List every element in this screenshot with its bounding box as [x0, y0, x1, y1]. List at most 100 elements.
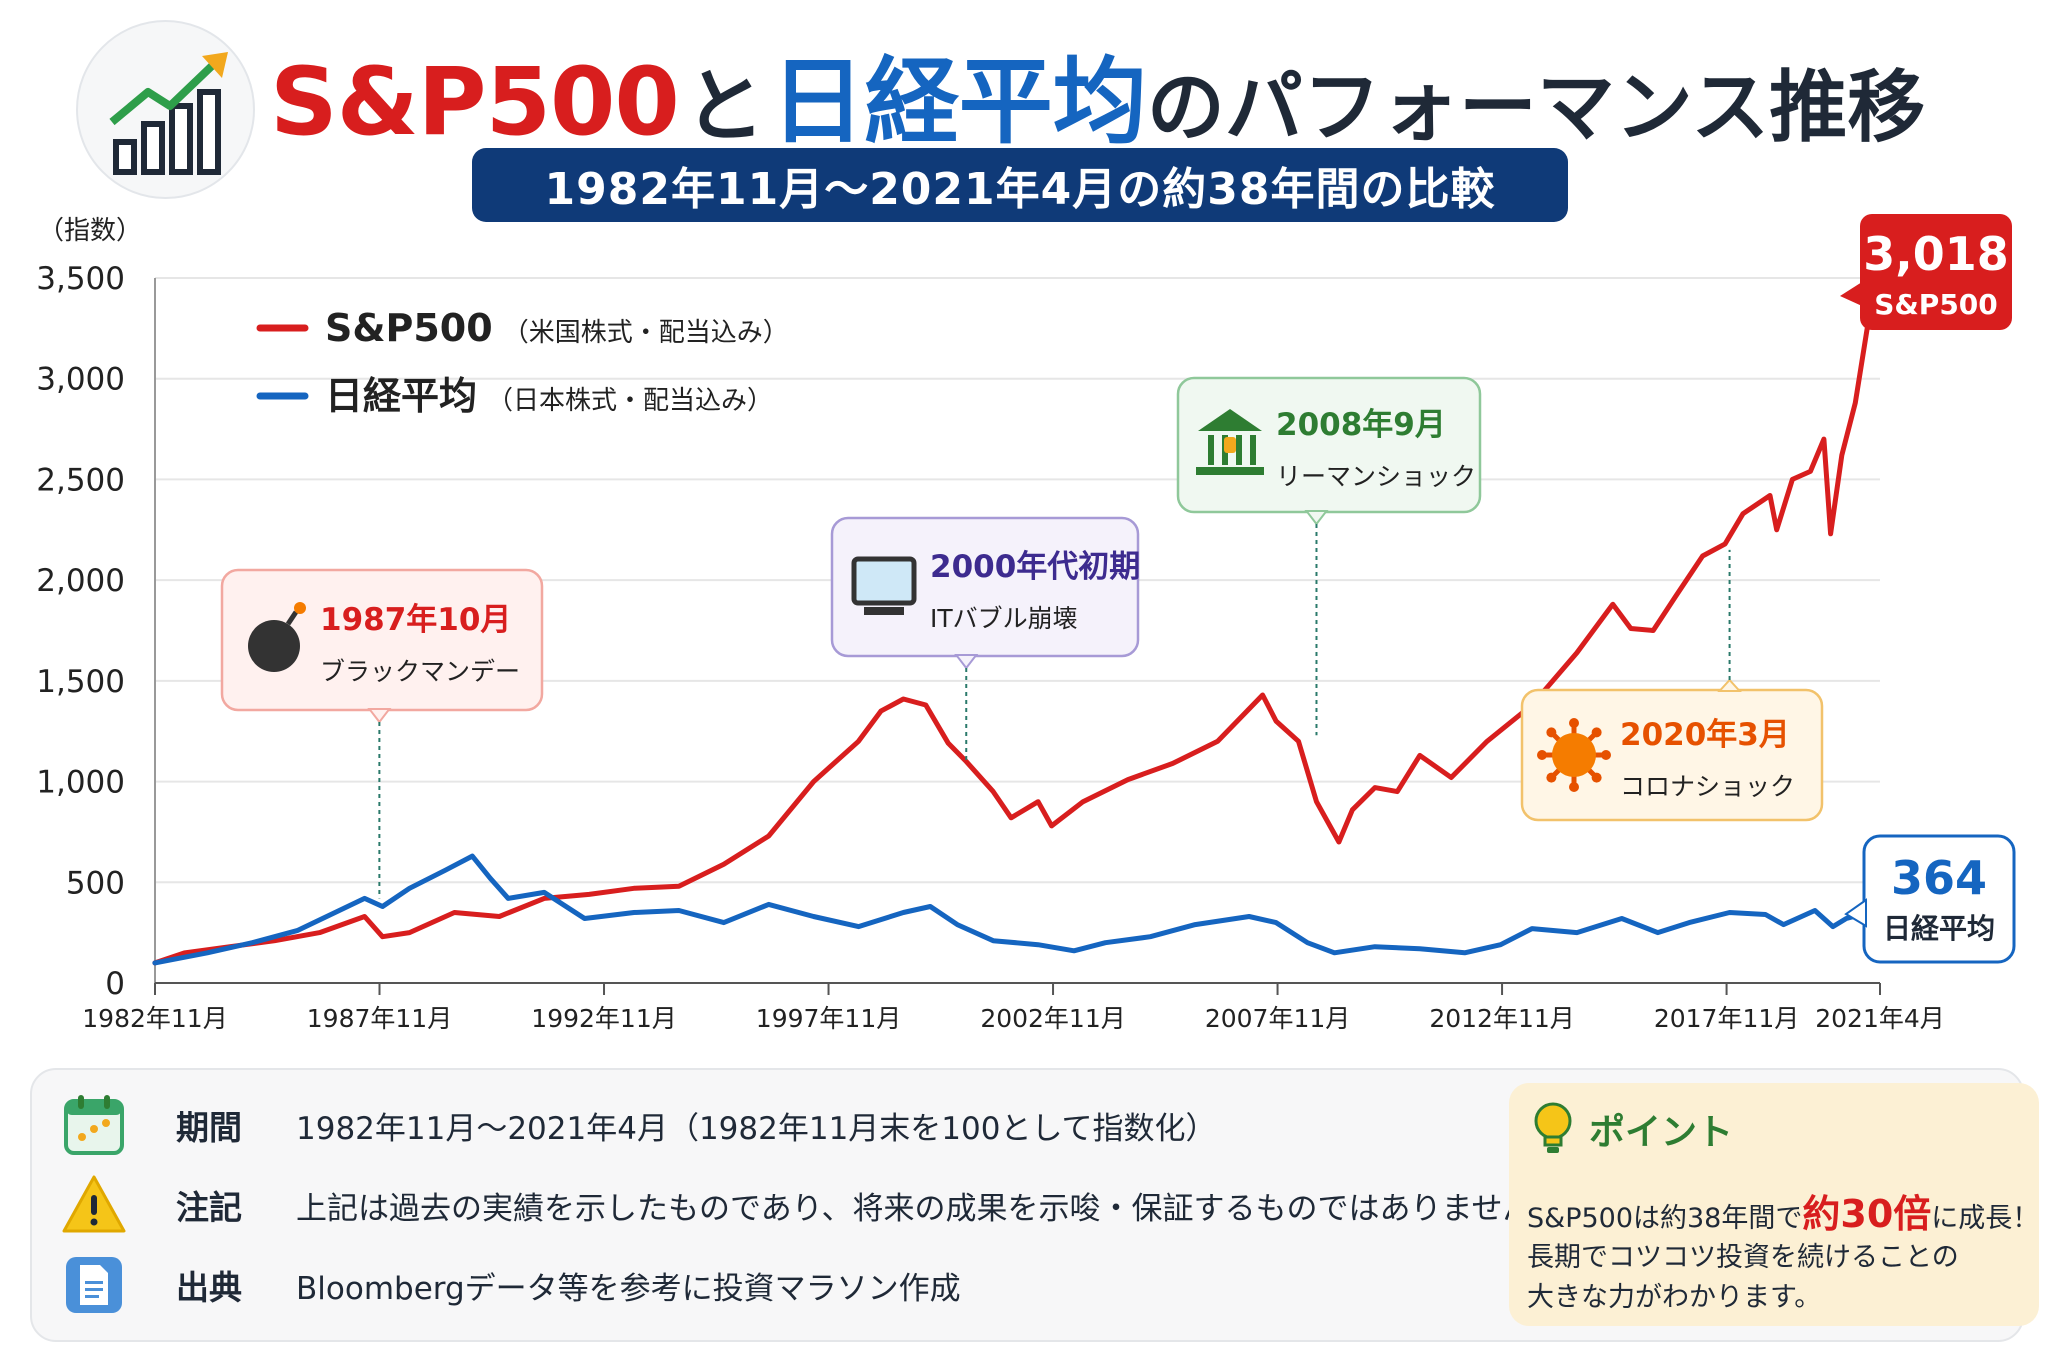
title-to: と — [684, 60, 765, 153]
monitor-icon — [851, 556, 917, 606]
bank-column — [1250, 435, 1256, 465]
legend-nikkei-label: 日経平均 （日本株式・配当込み） — [325, 374, 773, 418]
header: S&P500 と 日経平均 のパフォーマンス推移 1982年11月～2021年4… — [0, 0, 2048, 230]
callout-black-monday-pointer — [367, 708, 392, 724]
nikkei-end-value: 364 — [1891, 851, 1987, 905]
x-tick-label: 2012年11月 — [1429, 1004, 1574, 1033]
point-highlight: 約30倍 — [1802, 1192, 1932, 1236]
callout-it-bubble-box — [830, 516, 1140, 658]
note-period: 期間 1982年11月～2021年4月（1982年11月末を100として指数化） — [62, 1090, 1482, 1160]
point-title: ポイント — [1589, 1112, 1734, 1153]
sp500-end-badge — [1860, 214, 2012, 330]
x-tick-label: 1992年11月 — [531, 1004, 676, 1033]
warning-icon — [62, 1175, 126, 1233]
point-header: ポイント — [1531, 1101, 1733, 1157]
virus-spike-tip — [1601, 750, 1611, 760]
virus-spike-tip — [1546, 772, 1557, 783]
virus-spike-tip — [1537, 750, 1547, 760]
note-disclaimer: 注記 上記は過去の実績を示したものであり、将来の成果を示唆・保証するものではあり… — [62, 1170, 1565, 1240]
performance-chart: （指数） 0 500 1,000 1,500 2,000 2,500 3,000 3,500 19… — [36, 214, 2016, 1033]
bomb-spark — [294, 602, 306, 614]
callout-it-bubble-pointer — [954, 654, 979, 670]
y-tick-label: 500 — [66, 865, 125, 901]
bank-base — [1196, 467, 1264, 475]
callout-it-bubble-event: ITバブル崩壊 — [930, 604, 1078, 633]
legend-sp500-note: （米国株式・配当込み） — [503, 318, 789, 348]
virus-spike-tip — [1569, 718, 1579, 728]
callout-lehman-date: 2008年9月 — [1276, 407, 1446, 443]
bank-icon — [1198, 409, 1262, 431]
monitor-stand — [864, 607, 904, 615]
callout-covid-pointer — [1717, 678, 1742, 692]
sp500-end-series: S&P500 — [1874, 288, 1998, 321]
callout-covid-event: コロナショック — [1620, 772, 1795, 801]
y-tick-label: 3,500 — [36, 261, 125, 297]
virus-icon — [1552, 733, 1596, 777]
y-tick-label: 2,000 — [36, 563, 125, 599]
x-tick-label: 2017年11月 — [1654, 1004, 1799, 1033]
virus-spike-tip — [1569, 782, 1579, 792]
note-source-text: Bloombergデータ等を参考に投資マラソン作成 — [296, 1270, 961, 1307]
subtitle-banner: 1982年11月～2021年4月の約38年間の比較 — [472, 148, 1568, 222]
title-sp500: S&P500 — [270, 48, 680, 157]
sp500-end-pointer — [1840, 282, 1862, 306]
x-tick-label: 2002年11月 — [980, 1004, 1125, 1033]
sp500-end-value: 3,018 — [1863, 227, 2009, 281]
point-line-1: S&P500は約38年間で約30倍に成長！ — [1527, 1183, 2039, 1238]
callout-black-monday-event: ブラックマンデー — [320, 657, 520, 686]
bomb-icon — [248, 620, 300, 672]
note-disclaimer-text: 上記は過去の実績を示したものであり、将来の成果を示唆・保証するものではありません… — [296, 1190, 1565, 1227]
y-tick-label: 1,500 — [36, 664, 125, 700]
y-tick-label: 2,500 — [36, 462, 125, 498]
x-tick-label: 1982年11月 — [82, 1004, 227, 1033]
rising-chart-icon — [109, 52, 228, 175]
point-line-1-pre: S&P500は約38年間で — [1527, 1203, 1803, 1234]
title-rest: のパフォーマンス推移 — [1146, 63, 1926, 153]
callout-it-bubble-date: 2000年代初期 — [930, 549, 1140, 585]
callout-lehman-pointer — [1304, 510, 1329, 526]
note-source-label: 出典 — [176, 1268, 242, 1307]
document-icon — [66, 1257, 122, 1313]
sp500-line — [152, 303, 1883, 966]
lightbulb-icon — [1534, 1102, 1572, 1153]
y-tick-label: 0 — [105, 966, 125, 1002]
title-nikkei: 日経平均 — [770, 48, 1147, 157]
bank-column — [1208, 435, 1214, 465]
legend-sp500-name: S&P500 — [325, 306, 493, 350]
page-title: S&P500 と 日経平均 のパフォーマンス推移 — [270, 26, 1925, 157]
y-tick-label: 1,000 — [36, 765, 125, 801]
point-line-3: 大きな力がわかります。 — [1527, 1282, 1822, 1313]
legend-sp500-label: S&P500 （米国株式・配当込み） — [325, 306, 789, 350]
callout-covid-date: 2020年3月 — [1620, 717, 1790, 753]
nikkei-end-pointer — [1844, 898, 1867, 928]
point-box: ポイント S&P500は約38年間で約30倍に成長！ 長期でコツコツ投資を続ける… — [1509, 1083, 2039, 1326]
nikkei-end-badge — [1862, 834, 2016, 964]
bank-door — [1224, 437, 1236, 453]
calendar-icon — [64, 1095, 124, 1155]
legend-nikkei-note: （日本株式・配当込み） — [487, 386, 773, 416]
x-tick-label: 1987年11月 — [307, 1004, 452, 1033]
nikkei-end-series: 日経平均 — [1883, 912, 1995, 945]
x-tick-label: 2021年4月 — [1815, 1004, 1945, 1033]
notes-panel: 期間 1982年11月～2021年4月（1982年11月末を100として指数化）… — [30, 1068, 2039, 1342]
bomb-fuse — [285, 610, 299, 626]
callout-lehman-box — [1176, 376, 1482, 514]
x-tick-label: 1997年11月 — [756, 1004, 901, 1033]
bank-column — [1236, 435, 1242, 465]
y-tick-label: 3,000 — [36, 362, 125, 398]
legend-nikkei-name: 日経平均 — [325, 374, 477, 418]
point-line-2: 長期でコツコツ投資を続けることの — [1527, 1242, 1959, 1273]
note-period-text: 1982年11月～2021年4月（1982年11月末を100として指数化） — [296, 1110, 1217, 1147]
x-tick-label: 2007年11月 — [1205, 1004, 1350, 1033]
callout-lehman-event: リーマンショック — [1276, 462, 1476, 491]
note-disclaimer-label: 注記 — [176, 1188, 242, 1227]
callout-covid-box — [1520, 688, 1824, 822]
nikkei-line — [152, 853, 1883, 966]
virus-spike-tip — [1591, 727, 1602, 738]
note-period-label: 期間 — [176, 1108, 242, 1147]
logo — [76, 20, 255, 199]
note-source: 出典 Bloombergデータ等を参考に投資マラソン作成 — [62, 1250, 1482, 1320]
y-axis-label: （指数） — [38, 216, 142, 246]
virus-spike-tip — [1591, 772, 1602, 783]
point-line-1-post: に成長！ — [1931, 1203, 2040, 1234]
